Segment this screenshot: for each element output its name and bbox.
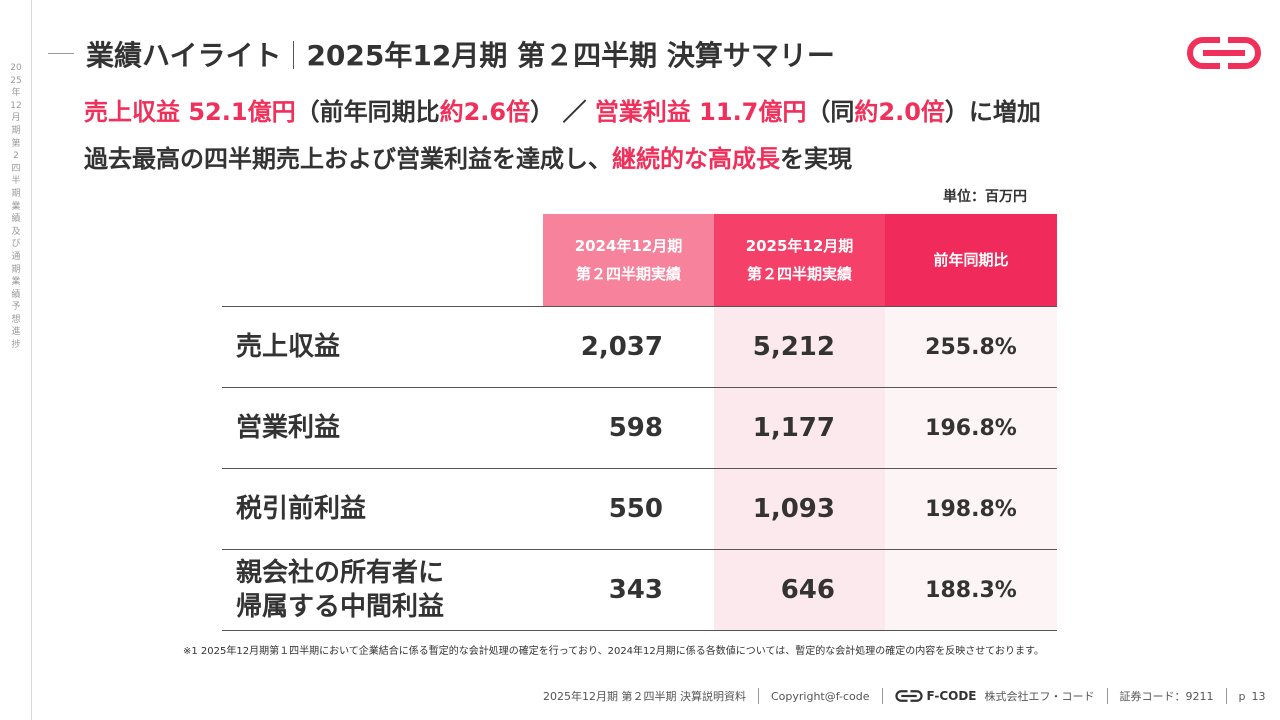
headline2-suffix: を実現 — [780, 145, 852, 173]
headline-operating-profit: 営業利益 11.7億円 — [594, 98, 807, 126]
header-curr-line1: 2025年12月期 — [745, 237, 854, 255]
cell-ratio: 188.3% — [925, 577, 1017, 603]
page-title: 業績ハイライト 2025年12月期 第２四半期 決算サマリー — [86, 34, 835, 74]
footer-logo-icon — [894, 690, 923, 702]
headline-op-paren-open: （同 — [806, 98, 855, 126]
cell-current: 1,093 — [752, 494, 835, 524]
footer-copyright: Copyright@f-code — [770, 689, 870, 703]
f-code-logo-icon — [1187, 37, 1261, 69]
cell-ratio: 196.8% — [925, 415, 1017, 441]
cell-current: 5,212 — [752, 332, 835, 362]
row-label: 売上収益 — [236, 332, 341, 362]
headline-line-1: 売上収益 52.1億円（前年同期比約2.6倍） ／ 営業利益 11.7億円（同約… — [84, 92, 1041, 127]
header-ratio-label: 前年同期比 — [933, 251, 1009, 269]
cell-current: 1,177 — [752, 413, 835, 443]
page-title-main: 業績ハイライト — [86, 39, 282, 72]
footer-divider — [1225, 688, 1227, 704]
table-row: 売上収益 2,037 5,212 255.8% — [222, 306, 1057, 387]
headline-sales-paren-open: （前年同期比 — [295, 98, 440, 126]
headline-sales: 売上収益 52.1億円 — [84, 98, 296, 126]
footer-divider — [1106, 688, 1108, 704]
table-row: 営業利益 598 1,177 196.8% — [222, 387, 1057, 468]
header-prev-line2: 第２四半期実績 — [575, 265, 681, 283]
cell-prev: 598 — [608, 413, 663, 443]
cell-prev: 2,037 — [580, 332, 663, 362]
title-rule — [48, 53, 74, 54]
cell-ratio: 198.8% — [925, 496, 1017, 522]
row-label: 税引前利益 — [236, 494, 367, 524]
headline-sales-ratio: 約2.6倍 — [439, 98, 531, 126]
unit-label: 単位：百万円 — [943, 189, 1027, 205]
results-table: 売上収益 2,037 5,212 255.8% 営業利益 598 1,177 1… — [222, 306, 1057, 631]
footer-document-title: 2025年12月期 第２四半期 決算説明資料 — [543, 690, 746, 703]
headline-slash: ／ — [554, 98, 595, 126]
header-cell-current-year: 2025年12月期 第２四半期実績 — [714, 214, 885, 306]
header-curr-line2: 第２四半期実績 — [746, 265, 852, 283]
table-row: 税引前利益 550 1,093 198.8% — [222, 468, 1057, 549]
table-row: 親会社の所有者に 帰属する中間利益 343 646 188.3% — [222, 549, 1057, 631]
cell-ratio: 255.8% — [925, 334, 1017, 360]
footer-stock-code: 証券コード：9211 — [1119, 690, 1214, 703]
headline-line-2: 過去最高の四半期売上および営業利益を達成し、継続的な高成長を実現 — [84, 139, 852, 174]
row-label: 親会社の所有者に 帰属する中間利益 — [236, 558, 445, 622]
headline2-highlight: 継続的な高成長 — [612, 145, 780, 173]
header-cell-yoy-ratio: 前年同期比 — [885, 214, 1057, 306]
footer-brand: F-CODE — [926, 689, 977, 703]
sidebar: 2025年12月期第2四半期業績及び通期業績予想進捗 — [0, 0, 32, 720]
headline-sales-paren-close: ） — [530, 98, 555, 126]
header-prev-line1: 2024年12月期 — [574, 237, 683, 255]
cell-current: 646 — [780, 575, 835, 605]
footer-divider — [757, 688, 759, 704]
sidebar-vertical-text: 2025年12月期第2四半期業績及び通期業績予想進捗 — [10, 63, 22, 351]
footer-divider — [881, 688, 883, 704]
header-cell-prev-year: 2024年12月期 第２四半期実績 — [543, 214, 714, 306]
title-separator — [293, 41, 295, 69]
cell-prev: 550 — [608, 494, 663, 524]
headline-op-ratio: 約2.0倍 — [854, 98, 945, 126]
footer-page-prefix: p — [1238, 689, 1246, 703]
headline-op-paren-close: ）に増加 — [944, 98, 1041, 126]
footer-page-number: 13 — [1251, 689, 1266, 703]
headline2-prefix: 過去最高の四半期売上および営業利益を達成し、 — [84, 145, 612, 173]
footnote: ※1 2025年12月期第１四半期において企業結合に係る暫定的な会計処理の確定を… — [183, 646, 1044, 657]
cell-prev: 343 — [608, 575, 663, 605]
page-title-sub: 2025年12月期 第２四半期 決算サマリー — [306, 39, 835, 72]
row-label: 営業利益 — [236, 413, 341, 443]
footer-company: 株式会社エフ・コード — [984, 690, 1095, 703]
footer: 2025年12月期 第２四半期 決算説明資料 Copyright@f-code … — [543, 688, 1265, 704]
